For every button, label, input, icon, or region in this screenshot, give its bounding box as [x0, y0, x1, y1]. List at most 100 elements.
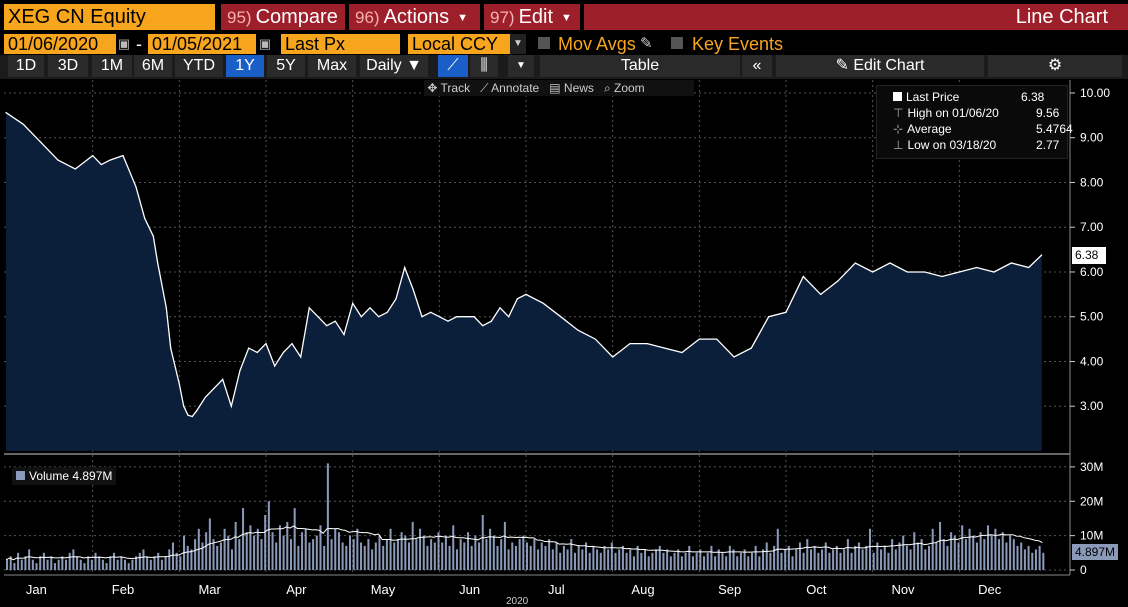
volume-bar: [441, 542, 444, 570]
volume-bar: [312, 539, 315, 570]
volume-bar: [175, 552, 178, 570]
volume-bar: [352, 539, 355, 570]
collapse-icon[interactable]: «: [742, 55, 772, 77]
range-1d[interactable]: 1D: [8, 55, 44, 77]
price-point: [5, 112, 7, 114]
mov-avgs-checkbox[interactable]: [538, 37, 550, 49]
volume-bar: [360, 542, 363, 570]
volume-bar: [253, 535, 256, 570]
end-date-field[interactable]: 01/05/2021: [148, 34, 256, 54]
low-label: Low on 03/18/20: [907, 138, 997, 152]
volume-bar: [216, 545, 219, 570]
currency-selector[interactable]: Local CCY: [408, 34, 510, 54]
edit-button[interactable]: 97) Edit ▼: [484, 4, 580, 30]
range-1y[interactable]: 1Y: [226, 55, 264, 77]
mov-avgs-label: Mov Avgs: [558, 34, 636, 54]
price-point: [646, 342, 648, 345]
volume-bar: [585, 542, 588, 570]
start-date-field[interactable]: 01/06/2020: [4, 34, 116, 54]
volume-bar: [90, 559, 93, 570]
volume-bar: [489, 528, 492, 571]
price-point: [482, 325, 484, 327]
volume-bar: [787, 545, 790, 570]
volume-bar: [271, 532, 274, 570]
price-point: [57, 159, 59, 161]
range-3d[interactable]: 3D: [48, 55, 88, 77]
volume-bar: [596, 549, 599, 570]
compare-button[interactable]: 95) Compare: [221, 4, 345, 30]
volume-bar: [138, 552, 141, 570]
range-max[interactable]: Max: [308, 55, 356, 77]
volume-bar: [1005, 542, 1008, 570]
range-5y[interactable]: 5Y: [267, 55, 305, 77]
volume-bar: [769, 552, 772, 570]
volume-bar: [87, 556, 90, 571]
volume-bar: [249, 525, 252, 570]
volume-bar: [555, 542, 558, 570]
price-point: [785, 311, 787, 313]
volume-bar: [264, 515, 267, 570]
price-point: [612, 356, 614, 358]
volume-bar: [548, 539, 551, 570]
volume-bar: [894, 549, 897, 570]
price-point: [430, 311, 432, 313]
volume-tick-label: 30M: [1080, 460, 1103, 474]
range-1m[interactable]: 1M: [92, 55, 132, 77]
news-tool[interactable]: ▤ News: [549, 81, 594, 95]
chart-type-dropdown-icon[interactable]: ▼: [508, 55, 534, 77]
pencil-icon[interactable]: ✎: [640, 35, 653, 52]
volume-bar: [76, 556, 79, 571]
month-tick-label: Jun: [459, 582, 480, 597]
volume-bar: [415, 539, 418, 570]
volume-bar: [809, 549, 812, 570]
settings-gear-icon[interactable]: ⚙: [988, 55, 1122, 77]
edit-chart-button[interactable]: ✎ Edit Chart: [776, 55, 984, 77]
month-tick-label: Dec: [978, 582, 1002, 597]
price-point: [135, 186, 137, 188]
volume-bar: [57, 559, 60, 570]
key-events-label: Key Events: [692, 34, 784, 54]
price-point: [191, 415, 193, 418]
volume-bar: [887, 552, 890, 570]
volume-bar: [603, 545, 606, 570]
volume-bar: [581, 549, 584, 570]
volume-bar: [691, 556, 694, 571]
volume-bar: [1042, 552, 1045, 570]
volume-bar: [942, 539, 945, 570]
zoom-tool[interactable]: ⌕ Zoom: [603, 81, 645, 95]
volume-bar: [736, 556, 739, 571]
volume-bar: [245, 532, 248, 570]
volume-bar: [588, 552, 591, 570]
volume-bar: [739, 552, 742, 570]
currency-dropdown-icon[interactable]: ▼: [510, 34, 526, 54]
bar-chart-icon[interactable]: ⫼: [470, 55, 498, 77]
volume-bar: [544, 545, 547, 570]
key-events-checkbox[interactable]: [671, 37, 683, 49]
volume-bar: [337, 532, 340, 570]
calendar-icon[interactable]: ▣: [258, 36, 272, 51]
volume-bar: [120, 556, 123, 571]
volume-bar: [297, 545, 300, 570]
annotate-tool[interactable]: ⟋ Annotate: [480, 81, 540, 95]
table-button[interactable]: Table: [540, 55, 740, 77]
price-point: [282, 351, 284, 354]
ticker-field[interactable]: XEG CN Equity: [4, 4, 215, 30]
actions-button[interactable]: 96) Actions ▼: [349, 4, 480, 30]
volume-bar: [540, 542, 543, 570]
track-tool[interactable]: ✥ Track: [424, 81, 471, 95]
edit-chart-label: Edit Chart: [853, 57, 925, 74]
line-chart-icon[interactable]: ⟋: [438, 55, 468, 77]
frequency-dropdown[interactable]: Daily ▼: [360, 55, 428, 77]
price-tick-label: 4.00: [1080, 354, 1104, 368]
calendar-icon[interactable]: ▣: [117, 36, 131, 51]
field-selector[interactable]: Last Px: [281, 34, 400, 54]
volume-bar: [868, 528, 872, 571]
range-6m[interactable]: 6M: [134, 55, 172, 77]
volume-bar: [485, 539, 488, 570]
volume-bar: [832, 549, 835, 570]
month-tick-label: Feb: [112, 582, 134, 597]
pencil-icon: ✎: [835, 57, 849, 74]
month-tick-label: Jul: [548, 582, 565, 597]
price-point: [473, 316, 475, 318]
range-ytd[interactable]: YTD: [175, 55, 223, 77]
